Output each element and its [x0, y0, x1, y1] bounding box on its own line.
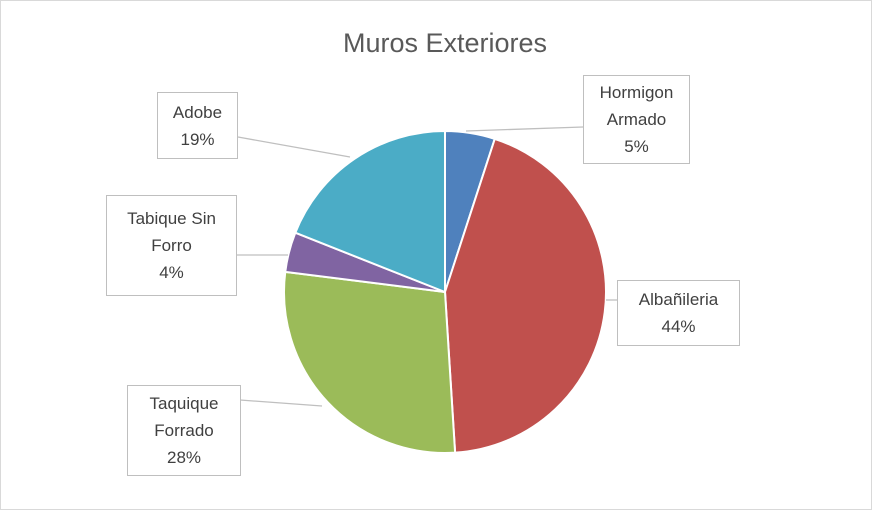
- chart-title: Muros Exteriores: [343, 28, 547, 58]
- category-label: Tabique Sin Forro: [127, 209, 216, 255]
- value-label: 19%: [180, 129, 215, 149]
- leader-line: [465, 126, 584, 132]
- data-label: Albañileria 44%: [617, 280, 740, 346]
- leader-line: [237, 136, 351, 158]
- data-label: Adobe 19%: [157, 92, 238, 159]
- pie-slice: [443, 137, 607, 454]
- pie-slice: [283, 270, 457, 454]
- pie-slice: [294, 129, 446, 294]
- category-label: Hormigon Armado: [599, 83, 674, 129]
- category-label: Taquique Forrado: [149, 394, 219, 440]
- data-label: Taquique Forrado 28%: [127, 385, 241, 476]
- value-label: 5%: [624, 137, 649, 156]
- data-label: Tabique Sin Forro 4%: [106, 195, 237, 296]
- data-label: Hormigon Armado 5%: [583, 75, 690, 164]
- value-label: 44%: [661, 317, 696, 336]
- category-label: Albañileria: [638, 290, 719, 309]
- value-label: 4%: [159, 263, 184, 282]
- leader-line: [239, 399, 323, 407]
- leader-lines: [236, 126, 617, 407]
- value-label: 28%: [166, 448, 202, 467]
- category-label: Adobe: [172, 102, 223, 122]
- pie: [283, 129, 607, 454]
